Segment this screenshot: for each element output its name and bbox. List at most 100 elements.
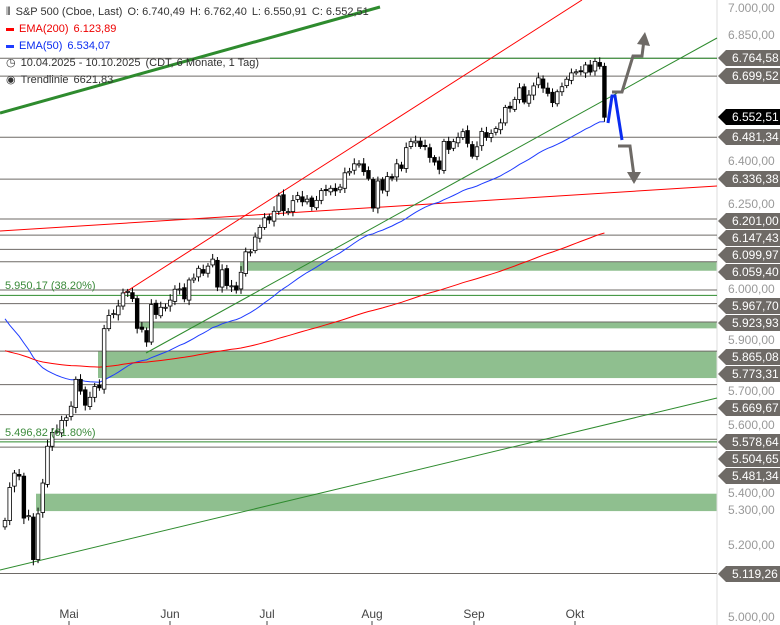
price-axis-tick: 5.000,00 [728, 610, 775, 624]
blue-path-line [606, 94, 624, 141]
candle-body [54, 430, 60, 433]
candle-body [257, 227, 263, 239]
candle-body [139, 326, 145, 330]
candle-body [262, 217, 267, 228]
candle [101, 324, 107, 394]
candle [545, 82, 550, 97]
candle-body [437, 160, 442, 170]
candle-body [215, 259, 220, 288]
legend-ema200[interactable]: EMA(200) 6.123,89 [6, 21, 369, 38]
level-price-tag[interactable]: 5.578,64 [718, 434, 780, 451]
candle-body [488, 132, 494, 138]
candle [106, 309, 112, 332]
candle-body [531, 85, 536, 96]
support-zone [240, 261, 717, 271]
candle [446, 136, 451, 155]
candle [64, 415, 69, 427]
level-price-tag[interactable]: 6.699,52 [718, 68, 780, 85]
candle-body [356, 163, 362, 166]
candle-body [352, 163, 357, 171]
candle [78, 374, 83, 395]
candle [361, 158, 366, 176]
candle-body [26, 515, 31, 518]
candle-body [101, 328, 107, 390]
candle-body [21, 475, 27, 519]
candle-body [7, 487, 12, 521]
candle [224, 264, 230, 290]
candle [139, 322, 145, 333]
candle [559, 82, 565, 96]
level-price-tag[interactable]: 5.669,67 [718, 400, 780, 417]
level-price-tag[interactable]: 6.336,38 [718, 171, 780, 188]
candle [210, 253, 215, 268]
level-price-tag[interactable]: 5.967,70 [718, 298, 780, 315]
level-price-tag[interactable]: 6.201,00 [718, 213, 780, 230]
candle-body [370, 179, 376, 209]
level-price-tag[interactable]: 5.773,31 [718, 366, 780, 383]
candle [276, 192, 281, 215]
candle-body [550, 91, 555, 104]
candle [12, 469, 17, 493]
candle-body [304, 198, 310, 203]
candle-body [455, 136, 461, 144]
level-price-tag[interactable]: 5.504,65 [718, 451, 780, 468]
support-zone [36, 493, 717, 512]
candle [427, 143, 432, 163]
current-price-tag[interactable]: 6.552,51 [718, 109, 780, 126]
month-label: Okt [565, 607, 585, 621]
level-price-tag[interactable]: 6.764,58 [718, 50, 780, 67]
candle [564, 76, 569, 89]
candle [375, 176, 381, 214]
candle-body [361, 163, 366, 173]
candle-body [470, 144, 475, 157]
candle [526, 90, 532, 107]
arrow-up-head [637, 32, 650, 46]
candle [385, 171, 390, 197]
candle-body [451, 141, 456, 149]
level-price-tag[interactable]: 6.059,40 [718, 264, 780, 281]
candle [522, 83, 527, 105]
candle [352, 158, 357, 175]
trendline-red-support [0, 185, 718, 232]
level-price-tag[interactable]: 5.865,08 [718, 349, 780, 366]
candle-body [116, 305, 121, 316]
legend-ema50[interactable]: EMA(50) 6.534,07 [6, 38, 369, 55]
candle-body [40, 482, 45, 513]
candle-body [106, 315, 112, 330]
level-price-tag[interactable]: 5.119,26 [718, 565, 780, 582]
price-axis-tick: 6.850,00 [728, 28, 775, 42]
candle [573, 69, 579, 76]
candle [437, 156, 442, 175]
bearish-scenario-arrow [618, 144, 636, 177]
level-price-tag[interactable]: 5.923,93 [718, 315, 780, 332]
candle [484, 126, 489, 141]
candle [512, 96, 517, 112]
level-price-tag[interactable]: 5.481,34 [718, 468, 780, 485]
candle [50, 428, 55, 451]
candle-body [267, 216, 272, 221]
candle [441, 138, 447, 174]
candle-body [309, 197, 314, 207]
level-price-tag[interactable]: 6.147,43 [718, 230, 780, 247]
legend-trendline[interactable]: ◉ Trendlinie 6621,83 [6, 72, 369, 89]
candle [257, 224, 263, 243]
candle-body [158, 306, 163, 317]
candle-body [144, 330, 149, 343]
candle-body [224, 268, 230, 286]
candle [540, 75, 546, 93]
price-axis-tick: 5.700,00 [728, 384, 775, 399]
candle-body [328, 187, 333, 193]
candle-body [474, 146, 480, 157]
level-price-tag[interactable]: 6.099,97 [718, 247, 780, 264]
candle-body [252, 236, 258, 252]
support-zone [98, 351, 717, 379]
candle-body [573, 71, 579, 74]
candle [234, 281, 239, 294]
legend-range[interactable]: ◷ 10.04.2025 - 10.10.2025 (CDT, 6 Monate… [6, 55, 369, 72]
candle [120, 288, 126, 310]
candle-body [167, 299, 173, 307]
level-price-tag[interactable]: 6.481,34 [718, 129, 780, 146]
candle-body [205, 265, 211, 274]
